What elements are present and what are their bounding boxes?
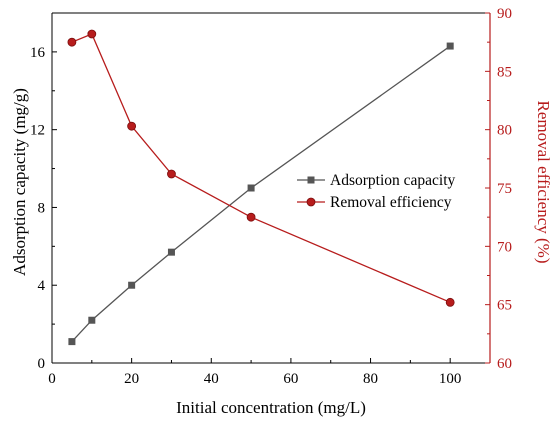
y-left-tick-label: 8 bbox=[38, 200, 46, 216]
data-point-square bbox=[247, 184, 255, 192]
y-right-tick-label: 85 bbox=[497, 64, 512, 80]
x-tick-label: 80 bbox=[363, 371, 378, 387]
data-point-square bbox=[88, 316, 96, 324]
y-right-tick-label: 70 bbox=[497, 239, 512, 255]
series-line-1 bbox=[71, 45, 451, 343]
data-point-square bbox=[128, 281, 136, 289]
y-left-tick-label: 0 bbox=[38, 356, 46, 372]
data-point-circle bbox=[87, 29, 97, 39]
series-line-2 bbox=[71, 33, 451, 303]
x-tick-label: 100 bbox=[439, 371, 462, 387]
legend-marker-square bbox=[307, 176, 315, 184]
y-axis-right-label: Removal efficiency (%) bbox=[534, 100, 550, 263]
data-point-circle bbox=[167, 169, 176, 179]
y-left-tick-label: 4 bbox=[38, 278, 46, 294]
y-right-tick-label: 60 bbox=[497, 356, 512, 372]
x-tick-label: 60 bbox=[283, 371, 298, 387]
legend-marker-circle bbox=[306, 197, 316, 207]
data-point-square bbox=[68, 338, 76, 346]
data-point-square bbox=[446, 42, 454, 50]
data-point-circle bbox=[246, 212, 256, 222]
legend-label: Removal efficiency bbox=[330, 194, 452, 211]
y-axis-left: 0 4 8 12 16 bbox=[30, 45, 57, 372]
legend: Adsorption capacity Removal efficiency bbox=[297, 172, 456, 211]
x-axis-label: Initial concentration (mg/L) bbox=[176, 398, 366, 417]
x-tick-label: 0 bbox=[48, 371, 56, 387]
series-layer bbox=[67, 29, 455, 346]
y-axis-right: 60 65 70 75 80 85 90 bbox=[485, 6, 512, 372]
y-right-tick-label: 90 bbox=[497, 6, 512, 22]
x-axis: 0 20 40 60 80 100 bbox=[48, 358, 461, 387]
data-point-circle bbox=[127, 121, 137, 131]
x-tick-label: 20 bbox=[124, 371, 139, 387]
y-left-tick-label: 16 bbox=[30, 45, 46, 61]
y-left-tick-label: 12 bbox=[30, 123, 45, 139]
data-point-circle bbox=[67, 37, 77, 47]
y-right-tick-label: 75 bbox=[497, 181, 512, 197]
y-right-tick-label: 80 bbox=[497, 123, 512, 139]
y-right-tick-label: 65 bbox=[497, 298, 512, 314]
legend-label: Adsorption capacity bbox=[330, 172, 456, 189]
x-tick-label: 40 bbox=[204, 371, 219, 387]
data-point-square bbox=[167, 248, 175, 256]
data-point-circle bbox=[445, 297, 455, 307]
y-axis-left-label: Adsorption capacity (mg/g) bbox=[10, 88, 29, 276]
